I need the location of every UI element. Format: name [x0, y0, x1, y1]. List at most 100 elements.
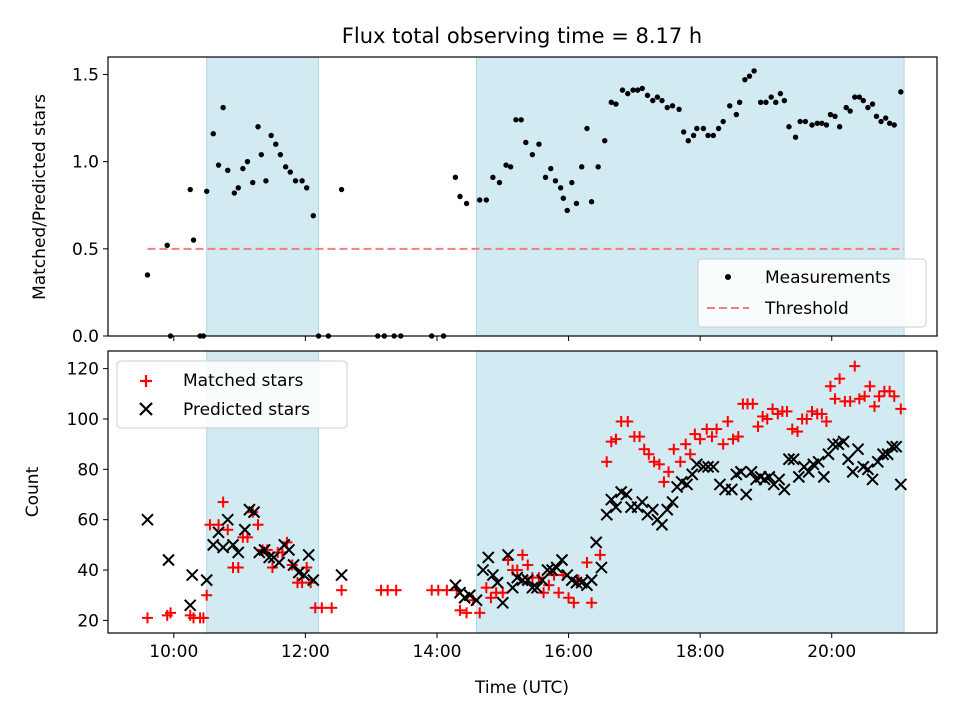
- measurement-point: [463, 200, 470, 207]
- predicted-star-point: [496, 596, 509, 609]
- measurement-point: [215, 162, 222, 168]
- matched-star-point: [888, 390, 900, 402]
- ratio-y-ticks: 0.0 0.5 1.0 1.5: [72, 65, 108, 347]
- measurement-point: [733, 111, 740, 118]
- measurement-point: [477, 197, 483, 203]
- measurement-point: [231, 190, 238, 196]
- y-tick-label: 100: [67, 410, 99, 430]
- measurement-point: [650, 97, 656, 104]
- predicted-star-point: [506, 581, 519, 594]
- matched-star-point: [680, 438, 692, 450]
- measurement-point: [865, 104, 871, 111]
- count-legend-box: [116, 360, 348, 429]
- matched-star-point: [689, 428, 701, 440]
- measurement-point: [700, 125, 707, 132]
- measurement-point: [690, 132, 697, 139]
- matched-star-point: [485, 592, 497, 604]
- predicted-star-point: [666, 495, 679, 509]
- measurement-point: [490, 174, 496, 181]
- matched-star-point: [684, 448, 696, 460]
- predicted-star-point: [501, 548, 515, 562]
- matched-star-point: [658, 476, 670, 488]
- predicted-star-point: [287, 558, 300, 572]
- matched-star-point: [165, 607, 177, 619]
- y-tick-label: 80: [77, 460, 99, 480]
- chart-title: Flux total observing time = 8.17 h: [342, 24, 702, 48]
- x-axis-label: Time (UTC): [474, 678, 569, 698]
- measurement-point: [268, 132, 274, 139]
- matched-star-point: [522, 559, 534, 571]
- measurement-point: [619, 87, 626, 93]
- measurement-point: [768, 94, 774, 100]
- measurement-point: [523, 139, 529, 146]
- measurement-point: [819, 120, 825, 126]
- predicted-star-point: [812, 455, 825, 468]
- matched-star-point: [643, 448, 655, 460]
- predicted-star-point: [778, 483, 791, 496]
- measurement-point: [190, 237, 197, 243]
- matched-star-point: [217, 496, 229, 508]
- matched-star-point: [563, 592, 575, 604]
- predicted-star-point: [787, 453, 800, 466]
- predicted-legend-marker: [139, 402, 153, 416]
- measurement-point: [832, 113, 838, 119]
- measurement-point: [852, 94, 858, 100]
- measurement-point: [557, 185, 564, 191]
- predicted-star-point: [216, 541, 230, 554]
- measurement-point: [685, 138, 691, 144]
- matched-star-point: [859, 390, 871, 402]
- matched-star-point: [663, 466, 675, 478]
- measurement-point: [773, 99, 779, 106]
- predicted-star-point: [207, 538, 220, 552]
- measurement-point: [847, 108, 853, 114]
- predicted-star-point: [541, 563, 554, 577]
- threshold-legend-label: Threshold: [764, 299, 849, 319]
- matched-star-point: [761, 413, 773, 425]
- predicted-star-point: [463, 589, 477, 602]
- measurement-point: [273, 141, 279, 147]
- matched-star-point: [543, 579, 555, 591]
- measurement-point: [639, 85, 645, 92]
- measurement-point: [856, 94, 863, 100]
- measurement-point: [548, 165, 554, 172]
- predicted-star-point: [449, 578, 462, 592]
- matched-star-point: [834, 373, 846, 385]
- predicted-star-point: [886, 440, 899, 453]
- predicted-star-point: [739, 488, 753, 501]
- matched-star-point: [553, 587, 565, 599]
- measurement-point: [338, 186, 345, 193]
- measurement-point: [727, 103, 733, 109]
- measurement-point: [560, 195, 566, 201]
- measurement-point: [503, 162, 509, 168]
- y-tick-label: 0.5: [72, 240, 99, 260]
- predicted-star-point: [238, 523, 252, 536]
- matched-star-point: [727, 433, 739, 445]
- predicted-star-point: [536, 573, 549, 587]
- predicted-star-point: [184, 599, 197, 612]
- measurement-point: [860, 97, 867, 104]
- predicted-star-point: [851, 442, 865, 456]
- matched-star-point: [816, 408, 828, 420]
- count-panel: 20 40 60 80 100 120 10:00 12:00 14:00 16:00 18:00…: [23, 350, 938, 698]
- measurement-point: [210, 131, 216, 137]
- predicted-star-point: [661, 503, 674, 516]
- count-panel-frame: [107, 350, 938, 634]
- matched-star-point: [594, 549, 606, 561]
- predicted-star-point: [530, 581, 544, 594]
- measurement-point: [843, 104, 849, 111]
- y-tick-label: 120: [67, 360, 99, 380]
- predicted-star-point: [282, 543, 296, 557]
- matched-star-point: [786, 423, 798, 435]
- measurement-point: [736, 99, 743, 106]
- x-tick-label: 16:00: [544, 642, 593, 662]
- x-tick-label: 14:00: [412, 642, 461, 662]
- ratio-y-axis-label: Matched/Predicted stars: [30, 94, 50, 300]
- predicted-star-point: [521, 573, 534, 587]
- x-tick-label: 12:00: [281, 642, 330, 662]
- measurement-point: [676, 106, 682, 113]
- measurement-point: [457, 193, 463, 200]
- measurement-point: [763, 99, 769, 106]
- matched-star-point: [517, 549, 528, 561]
- predicted-star-point: [792, 470, 806, 484]
- matched-star-point: [732, 431, 744, 443]
